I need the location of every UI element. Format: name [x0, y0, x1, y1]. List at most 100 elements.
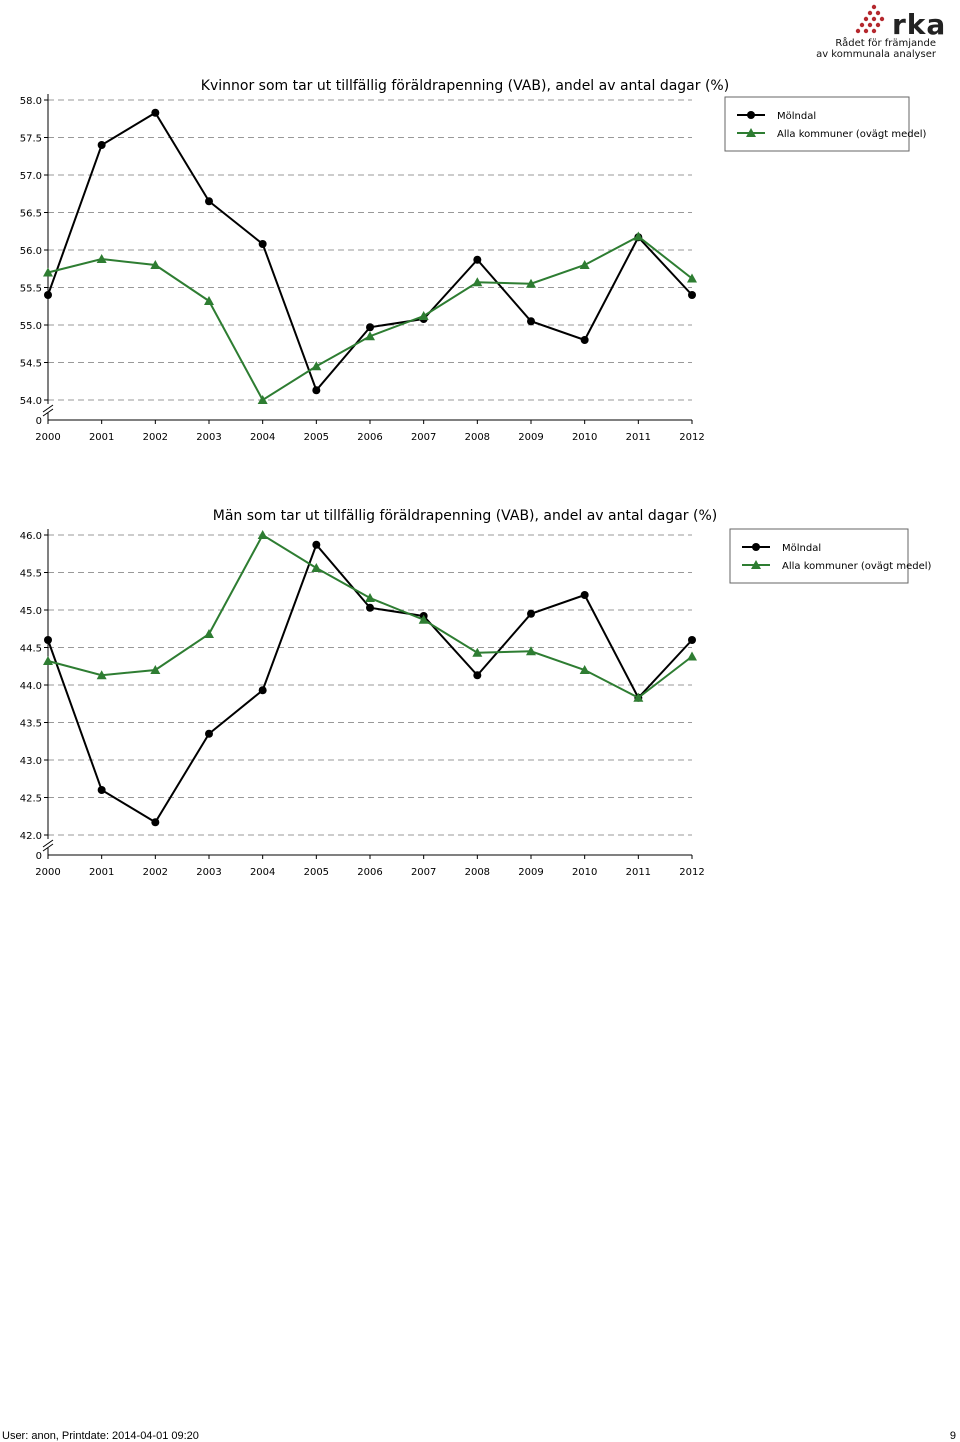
data-point	[44, 636, 52, 644]
y-tick-label: 57.5	[20, 134, 42, 145]
data-point	[526, 278, 536, 288]
y-tick-label: 55.5	[20, 284, 42, 295]
data-point	[258, 686, 267, 695]
data-point	[579, 260, 590, 269]
logo-tagline-2: av kommunala analyser	[816, 49, 936, 60]
x-tick-label: 2004	[250, 867, 275, 878]
data-point	[527, 609, 535, 618]
legend-marker	[747, 111, 755, 119]
legend-label: Mölndal	[777, 111, 816, 122]
footer: User: anon, Printdate: 2014-04-01 09:20 …	[0, 1430, 960, 1442]
chart-title: Män som tar ut tillfällig föräldrapennin…	[213, 508, 718, 524]
x-tick-label: 2000	[35, 432, 60, 443]
chart-men: 46.0 45.5 45.0 44.5 44.0 43.5 43.0 42.5 42.0 0 200…	[0, 495, 960, 889]
chart-title: Kvinnor som tar ut tillfällig föräldrape…	[201, 78, 729, 94]
x-tick-label: 2007	[411, 432, 436, 443]
data-point	[418, 311, 429, 320]
data-point	[257, 530, 268, 539]
data-point	[579, 665, 590, 674]
legend-label: Mölndal	[782, 543, 821, 554]
data-point	[366, 603, 374, 612]
y-tick-label: 56.0	[20, 246, 42, 257]
legend-label: Alla kommuner (ovägt medel)	[782, 561, 932, 572]
data-point	[527, 317, 535, 326]
y-tick-label: 54.0	[20, 396, 42, 407]
x-tick-label: 2002	[143, 867, 168, 878]
data-point	[418, 614, 429, 624]
data-point	[580, 336, 589, 344]
x-tick-label: 2003	[196, 867, 221, 878]
data-point	[43, 656, 53, 665]
data-point	[257, 395, 268, 404]
data-point	[205, 197, 213, 206]
x-tick-label: 2009	[518, 867, 543, 878]
chart-women: 58.0 57.5 57.0 56.5 56.0 55.5 55.0 54.5 54.0 0 200…	[0, 60, 960, 454]
y-tick-label: 42.0	[20, 831, 42, 842]
x-tick-label: 2006	[357, 432, 382, 443]
data-point	[204, 629, 214, 638]
y-tick-label: 44.0	[20, 681, 42, 692]
data-point	[688, 291, 696, 299]
rka-logo: rka Rådet för främjande av kommunala ana…	[816, 4, 945, 60]
data-point	[96, 254, 107, 263]
x-tick-label: 2010	[572, 867, 597, 878]
data-point	[312, 386, 321, 395]
data-point	[687, 273, 697, 283]
y-tick-label: 43.0	[20, 756, 42, 767]
axis-break-icon	[42, 404, 54, 417]
legend-marker	[752, 543, 760, 551]
data-point	[205, 729, 213, 738]
x-tick-label: 2001	[89, 432, 114, 443]
x-tick-label: 2010	[572, 432, 597, 443]
print-info: User: anon, Printdate: 2014-04-01 09:20	[2, 1430, 199, 1442]
data-point	[687, 651, 697, 661]
data-point	[366, 323, 374, 332]
y-tick-label: 57.0	[20, 171, 42, 182]
data-point	[204, 296, 214, 305]
data-point	[473, 255, 482, 264]
x-tick-label: 2006	[357, 867, 382, 878]
x-tick-label: 2003	[196, 432, 221, 443]
x-tick-label: 2009	[518, 432, 543, 443]
y-tick-label-zero: 0	[36, 416, 42, 427]
data-point	[580, 591, 589, 599]
data-point	[96, 670, 107, 680]
data-point	[472, 277, 483, 287]
x-tick-label: 2011	[626, 867, 651, 878]
data-point	[633, 692, 644, 702]
data-point	[43, 267, 53, 277]
x-tick-label: 2008	[465, 432, 490, 443]
data-point	[311, 563, 322, 572]
legend-marker	[746, 128, 756, 137]
y-tick-label: 45.0	[20, 606, 42, 617]
data-point	[311, 361, 322, 371]
legend	[729, 528, 909, 584]
chart-svg: 46.0 45.5 45.0 44.5 44.0 43.5 43.0 42.5 42.0 0 200…	[20, 508, 932, 878]
x-tick-label: 2012	[679, 867, 704, 878]
x-tick-label: 2000	[35, 867, 60, 878]
y-tick-label: 55.0	[20, 321, 42, 332]
data-point	[97, 141, 106, 149]
y-tick-label: 56.5	[20, 209, 42, 220]
data-point	[151, 818, 160, 827]
x-tick-label: 2004	[250, 432, 275, 443]
axis-break-icon	[42, 839, 54, 852]
y-tick-label: 42.5	[20, 794, 42, 805]
y-tick-label: 45.5	[20, 569, 42, 580]
data-point	[526, 646, 536, 656]
rka-dots-icon	[855, 4, 885, 34]
y-tick-label: 44.5	[20, 644, 42, 655]
x-tick-label: 2011	[626, 432, 651, 443]
logo-brand: rka	[892, 8, 947, 41]
data-point	[151, 108, 160, 117]
data-point	[150, 260, 161, 269]
y-tick-label: 43.5	[20, 719, 42, 730]
data-point	[258, 240, 267, 248]
y-tick-label: 46.0	[20, 531, 42, 542]
x-tick-label: 2002	[143, 432, 168, 443]
page-number: 9	[949, 1430, 956, 1442]
legend-label: Alla kommuner (ovägt medel)	[777, 129, 927, 140]
x-tick-label: 2005	[304, 867, 329, 878]
legend	[724, 96, 910, 152]
x-tick-label: 2008	[465, 867, 490, 878]
